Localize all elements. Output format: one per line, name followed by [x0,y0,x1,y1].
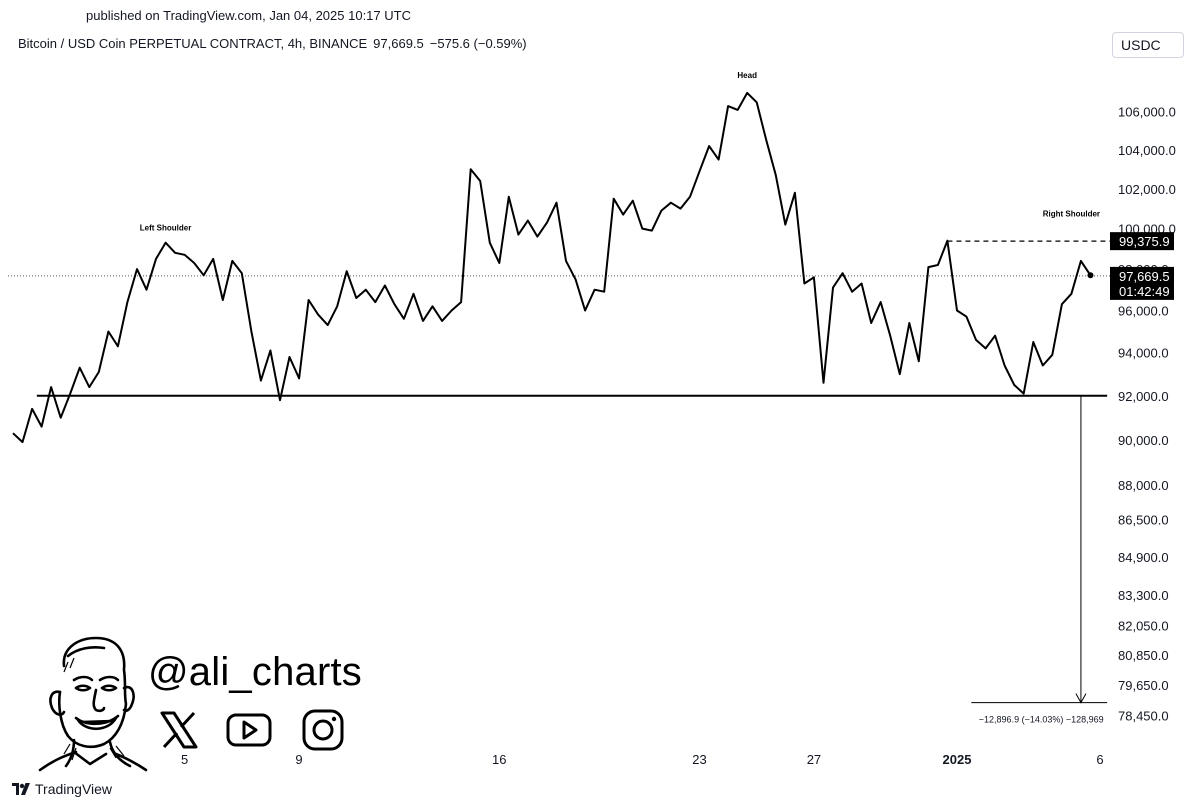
y-tick-label: 82,050.0 [1118,618,1169,633]
price-change-value: −575.6 (−0.59%) [429,36,527,51]
y-tick-label: 78,450.0 [1118,708,1169,723]
x-tick-label: 23 [692,752,706,767]
y-tick-label: 106,000.0 [1118,105,1176,120]
x-tick-label: 5 [181,752,188,767]
x-tick-label: 16 [492,752,506,767]
y-tick-label: 94,000.0 [1118,346,1169,361]
instagram-icon[interactable] [298,705,348,755]
last-price-value: 97,669.5 [373,36,424,51]
resistance-price-label: 99,375.9 [1119,234,1170,249]
currency-button[interactable]: USDC [1112,32,1184,58]
author-handle: @ali_charts [148,650,362,694]
x-tick-label: 2025 [943,752,972,767]
projection-label: −12,896.9 (−14.03%) −128,969 [979,715,1104,725]
y-tick-label: 102,000.0 [1118,182,1176,197]
y-tick-label: 90,000.0 [1118,433,1169,448]
last-price-label: 97,669.5 [1119,269,1170,284]
avatar-illustration [38,636,148,772]
y-tick-label: 80,850.0 [1118,648,1169,663]
tradingview-logo[interactable]: TradingView [12,781,112,797]
tradingview-logo-icon [12,783,30,795]
youtube-icon[interactable] [224,705,274,755]
y-tick-label: 92,000.0 [1118,389,1169,404]
symbol-title[interactable]: Bitcoin / USD Coin PERPETUAL CONTRACT, 4… [18,36,368,51]
bar-countdown-label: 01:42:49 [1119,284,1170,299]
x-logo-icon[interactable] [154,705,204,755]
y-tick-label: 83,300.0 [1118,588,1169,603]
published-caption: published on TradingView.com, Jan 04, 20… [86,8,411,23]
last-price-dot [1087,272,1094,279]
y-tick-label: 79,650.0 [1118,678,1169,693]
pattern-label: Head [737,71,757,80]
tradingview-logo-text: TradingView [35,781,113,797]
pattern-label: Left Shoulder [140,224,192,233]
resistance-price-tag [1110,232,1174,251]
x-tick-label: 9 [295,752,302,767]
x-tick-label: 27 [807,752,821,767]
x-tick-label: 6 [1096,752,1103,767]
last-price-tag [1110,266,1174,300]
pattern-label: Right Shoulder [1043,210,1100,219]
y-tick-label: 104,000.0 [1118,143,1176,158]
price-line[interactable] [12,91,1092,444]
y-tick-label: 84,900.0 [1118,550,1169,565]
y-tick-label: 88,000.0 [1118,478,1169,493]
y-tick-label: 86,500.0 [1118,512,1169,527]
y-tick-label: 96,000.0 [1118,303,1169,318]
symbol-legend: Bitcoin / USD Coin PERPETUAL CONTRACT, 4… [18,36,527,51]
